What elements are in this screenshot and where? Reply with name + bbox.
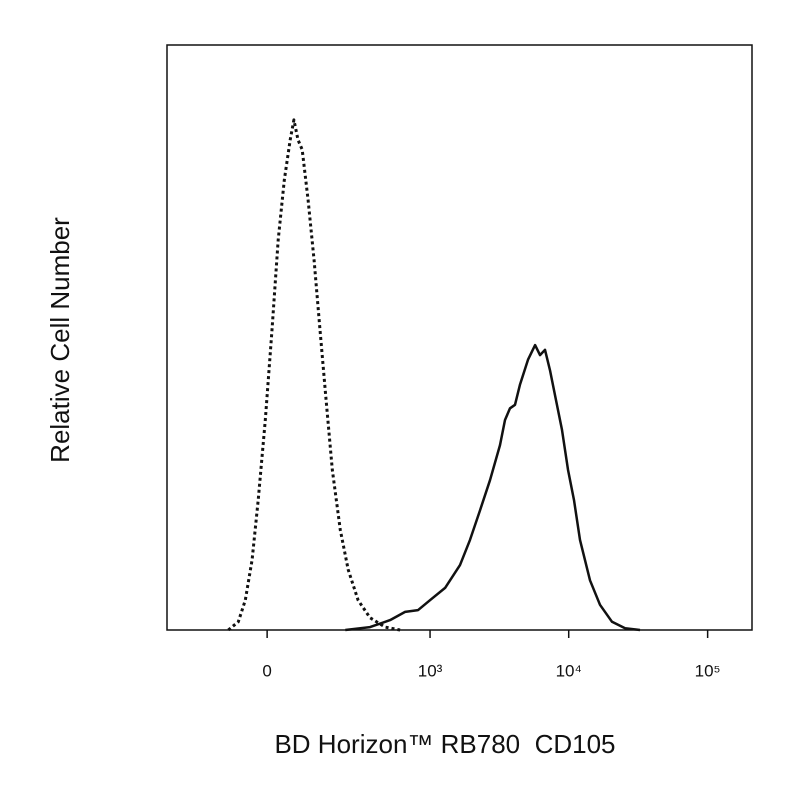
x-tick-label: 0 xyxy=(262,661,271,680)
plot-frame xyxy=(166,44,753,631)
x-tick-label: 10⁴ xyxy=(556,661,582,680)
histogram-line xyxy=(345,343,641,632)
histogram-line xyxy=(227,118,401,632)
x-axis-label: BD Horizon™ RB780 CD105 xyxy=(274,729,615,759)
x-tick-label: 10⁵ xyxy=(695,661,721,680)
y-axis-label: Relative Cell Number xyxy=(45,217,75,463)
x-tick-label: 10³ xyxy=(418,661,443,680)
